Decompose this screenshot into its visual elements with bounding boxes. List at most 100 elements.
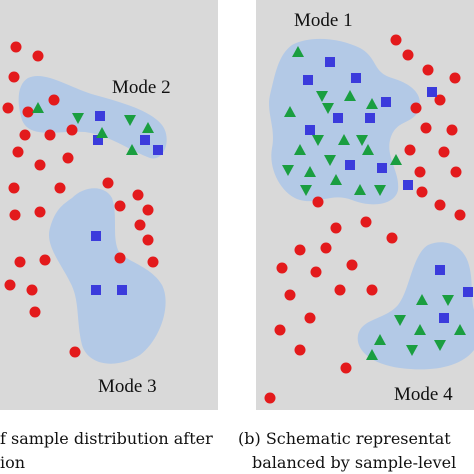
blue-square xyxy=(93,135,103,145)
green-triangle xyxy=(72,113,84,124)
blue-square xyxy=(153,145,163,155)
red-point xyxy=(26,284,38,296)
blue-square xyxy=(365,113,375,123)
blue-square xyxy=(117,285,127,295)
green-triangle xyxy=(294,144,306,155)
red-point xyxy=(132,189,144,201)
red-point xyxy=(10,41,22,53)
green-triangle xyxy=(362,144,374,155)
red-point xyxy=(9,209,21,221)
red-point xyxy=(449,72,461,84)
red-point xyxy=(294,244,306,256)
red-point xyxy=(274,324,286,336)
blue-square xyxy=(351,73,361,83)
green-triangle xyxy=(322,103,334,114)
red-point xyxy=(142,204,154,216)
mode-label: Mode 4 xyxy=(394,384,453,405)
blue-square xyxy=(377,163,387,173)
mode-label: Mode 1 xyxy=(294,10,353,31)
red-point xyxy=(294,344,306,356)
green-triangle xyxy=(356,135,368,146)
red-point xyxy=(434,94,446,106)
blue-square xyxy=(303,75,313,85)
green-triangle xyxy=(96,127,108,138)
red-point xyxy=(312,196,324,208)
blue-square xyxy=(381,97,391,107)
red-point xyxy=(2,102,14,114)
red-point xyxy=(54,182,66,194)
green-triangle xyxy=(442,295,454,306)
red-point xyxy=(114,252,126,264)
blue-square xyxy=(463,287,473,297)
red-point xyxy=(320,242,332,254)
green-triangle xyxy=(32,102,44,113)
green-triangle xyxy=(354,184,366,195)
green-triangle xyxy=(142,122,154,133)
caption: ion xyxy=(0,453,25,472)
markers xyxy=(2,34,473,404)
red-point xyxy=(438,146,450,158)
red-point xyxy=(276,262,288,274)
green-triangle xyxy=(284,106,296,117)
red-point xyxy=(422,64,434,76)
red-point xyxy=(304,312,316,324)
blue-square xyxy=(140,135,150,145)
blue-square xyxy=(403,180,413,190)
green-triangle xyxy=(434,340,446,351)
blue-square xyxy=(439,313,449,323)
red-point xyxy=(310,266,322,278)
blue-square xyxy=(325,57,335,67)
red-point xyxy=(147,256,159,268)
red-point xyxy=(330,222,342,234)
red-point xyxy=(416,186,428,198)
red-point xyxy=(134,219,146,231)
red-point xyxy=(366,284,378,296)
red-point xyxy=(8,182,20,194)
red-point xyxy=(420,122,432,134)
red-point xyxy=(404,144,416,156)
green-triangle xyxy=(304,166,316,177)
green-triangle xyxy=(406,345,418,356)
blue-square xyxy=(95,111,105,121)
red-point xyxy=(44,129,56,141)
green-triangle xyxy=(338,134,350,145)
caption: (b) Schematic representat xyxy=(238,429,451,448)
green-triangle xyxy=(366,349,378,360)
mode-region xyxy=(49,188,166,364)
red-point xyxy=(434,199,446,211)
green-triangle xyxy=(414,324,426,335)
green-triangle xyxy=(454,324,466,335)
green-triangle xyxy=(292,46,304,57)
red-point xyxy=(34,159,46,171)
red-point xyxy=(19,129,31,141)
red-point xyxy=(34,206,46,218)
green-triangle xyxy=(312,135,324,146)
green-triangle xyxy=(394,315,406,326)
blue-square xyxy=(305,125,315,135)
red-point xyxy=(334,284,346,296)
red-point xyxy=(446,124,458,136)
red-point xyxy=(32,50,44,62)
caption: balanced by sample-level xyxy=(252,453,456,472)
red-point xyxy=(142,234,154,246)
green-triangle xyxy=(330,174,342,185)
red-point xyxy=(102,177,114,189)
red-point xyxy=(410,102,422,114)
red-point xyxy=(340,362,352,374)
red-point xyxy=(62,152,74,164)
red-point xyxy=(414,166,426,178)
caption: f sample distribution after xyxy=(0,429,213,448)
blue-square xyxy=(435,265,445,275)
green-triangle xyxy=(124,115,136,126)
red-point xyxy=(48,94,60,106)
green-triangle xyxy=(300,185,312,196)
red-point xyxy=(360,216,372,228)
red-point xyxy=(8,71,20,83)
red-point xyxy=(402,49,414,61)
green-triangle xyxy=(374,334,386,345)
red-point xyxy=(69,346,81,358)
red-point xyxy=(39,254,51,266)
green-triangle xyxy=(344,90,356,101)
green-triangle xyxy=(374,185,386,196)
red-point xyxy=(284,289,296,301)
